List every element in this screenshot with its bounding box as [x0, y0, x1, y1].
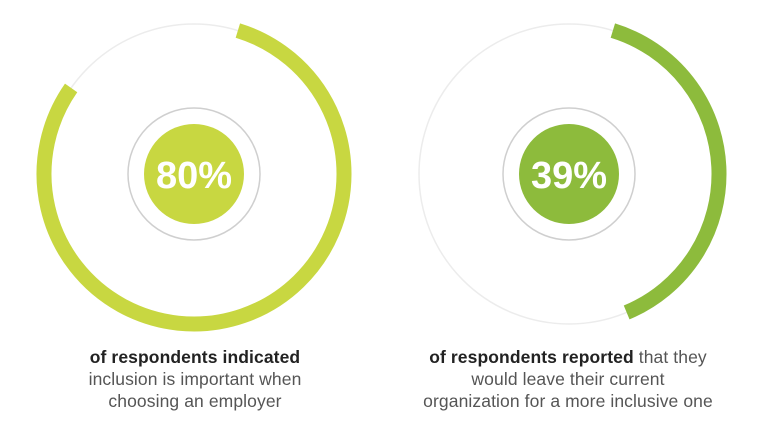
donut-1-caption-bold: of respondents indicated	[89, 347, 301, 367]
donut-2-caption-line-2: organization for a more inclusive one	[423, 391, 713, 411]
donut-1-percent-label: 80%	[156, 155, 232, 197]
donut-2-caption: of respondents reported that they would …	[388, 346, 748, 412]
donut-2-percent-label: 39%	[531, 155, 607, 197]
donut-1-arc	[36, 23, 352, 332]
donut-2-caption-line-1: would leave their current	[471, 369, 665, 389]
donut-chart-39: 39%	[418, 23, 727, 325]
donut-2-arc	[610, 23, 727, 320]
donut-1-inner-ring	[127, 107, 261, 241]
donut-2-center-disc	[519, 124, 619, 224]
donut-1-center-disc	[144, 124, 244, 224]
donut-1-caption: of respondents indicated inclusion is im…	[40, 346, 350, 412]
donut-2-caption-after-bold: that they	[638, 347, 707, 367]
donut-2-inner-ring	[502, 107, 636, 241]
donut-2-caption-first-line: of respondents reported that they	[388, 346, 748, 368]
donut-1-caption-line-2: choosing an employer	[108, 391, 282, 411]
donut-chart-80: 80%	[36, 23, 352, 332]
donut-2-caption-bold: of respondents reported	[429, 347, 634, 367]
donut-1-caption-line-1: inclusion is important when	[88, 369, 302, 389]
